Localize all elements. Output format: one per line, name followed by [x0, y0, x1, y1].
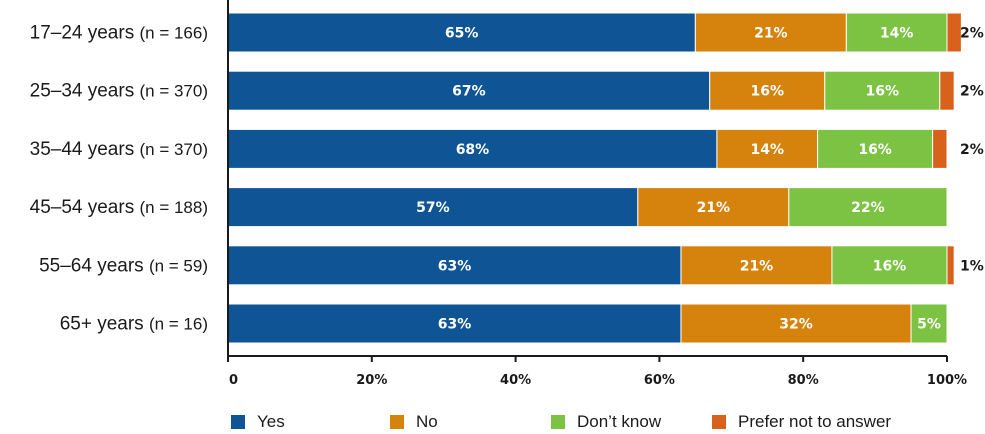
x-tick-label: 80% — [788, 373, 819, 388]
x-tick-label: 0 — [229, 373, 238, 388]
bar-segment — [788, 187, 948, 228]
data-label: 2% — [960, 142, 984, 158]
category-label: 45–54 years (n = 188) — [30, 197, 208, 218]
category-name: 45–54 years — [30, 197, 140, 218]
bar-segment — [637, 187, 790, 228]
bar-segment — [227, 70, 711, 111]
bar-segment — [939, 70, 955, 111]
bar-segment — [946, 245, 955, 286]
bar-segment — [932, 128, 948, 169]
legend-label: Yes — [257, 412, 285, 431]
bar-segment — [680, 303, 912, 344]
bar-segment — [831, 245, 948, 286]
legend-swatch — [231, 415, 245, 429]
data-label: 16% — [750, 84, 784, 100]
stacked-bar-chart: 17–24 years (n = 166) 65% 21% 14% 2% 25–34 ye… — [30, 0, 984, 388]
legend-item: Don’t know — [551, 412, 661, 432]
data-label: 2% — [960, 84, 984, 100]
data-label: 67% — [452, 84, 486, 100]
data-label: 21% — [754, 26, 788, 42]
data-label: 65% — [445, 26, 479, 42]
legend-label: Don’t know — [577, 412, 662, 431]
bar-segment — [910, 303, 948, 344]
data-label: 68% — [456, 142, 490, 158]
category-name: 35–44 years — [30, 139, 140, 160]
bar-segment — [227, 12, 696, 53]
data-label: 21% — [740, 258, 774, 274]
legend: Yes No Don’t know Prefer not to answer — [0, 412, 985, 434]
data-label: 16% — [873, 258, 907, 274]
data-label: 57% — [416, 200, 450, 216]
data-label: 32% — [779, 317, 813, 333]
category-sample-size: (n = 59) — [149, 256, 208, 275]
bar-segment — [694, 12, 847, 53]
data-label: 2% — [960, 26, 984, 42]
bar-segment — [817, 128, 934, 169]
category-label: 35–44 years (n = 370) — [30, 139, 208, 160]
category-sample-size: (n = 166) — [139, 24, 208, 43]
data-label: 63% — [438, 317, 472, 333]
bar-segment — [227, 187, 639, 228]
category-label: 55–64 years (n = 59) — [39, 255, 208, 276]
data-label: 14% — [750, 142, 784, 158]
data-label: 1% — [960, 258, 984, 274]
x-tick-label: 40% — [500, 373, 531, 388]
data-label: 63% — [438, 258, 472, 274]
bar-segment — [680, 245, 833, 286]
data-label: 5% — [917, 317, 941, 333]
category-sample-size: (n = 16) — [149, 315, 208, 334]
legend-item: Yes — [231, 412, 285, 432]
category-name: 25–34 years — [30, 81, 140, 102]
category-sample-size: (n = 188) — [139, 198, 208, 217]
bar-segment — [716, 128, 819, 169]
data-label: 21% — [697, 200, 731, 216]
category-sample-size: (n = 370) — [139, 82, 208, 101]
x-tick-label: 100% — [927, 373, 967, 388]
category-name: 55–64 years — [39, 255, 149, 276]
bar-segment — [227, 128, 718, 169]
legend-swatch — [712, 415, 726, 429]
category-label: 25–34 years (n = 370) — [30, 81, 208, 102]
data-label: 22% — [851, 200, 885, 216]
legend-item: Prefer not to answer — [712, 412, 891, 432]
legend-item: No — [390, 412, 438, 432]
bar-segment — [946, 12, 962, 53]
legend-swatch — [390, 415, 404, 429]
legend-label: Prefer not to answer — [738, 412, 892, 431]
bar-segment — [227, 303, 682, 344]
category-name: 65+ years — [60, 314, 149, 335]
bar-segment — [227, 245, 682, 286]
bar-segment — [824, 70, 941, 111]
data-label: 16% — [858, 142, 892, 158]
legend-swatch — [551, 415, 565, 429]
category-label: 17–24 years (n = 166) — [30, 23, 208, 44]
x-tick-label: 60% — [644, 373, 675, 388]
category-name: 17–24 years — [30, 23, 140, 44]
x-tick-label: 20% — [356, 373, 387, 388]
legend-label: No — [416, 412, 438, 431]
data-label: 14% — [880, 26, 914, 42]
bar-segment — [845, 12, 948, 53]
data-label: 16% — [866, 84, 900, 100]
category-label: 65+ years (n = 16) — [60, 314, 208, 335]
category-sample-size: (n = 370) — [139, 140, 208, 159]
bar-segment — [709, 70, 826, 111]
